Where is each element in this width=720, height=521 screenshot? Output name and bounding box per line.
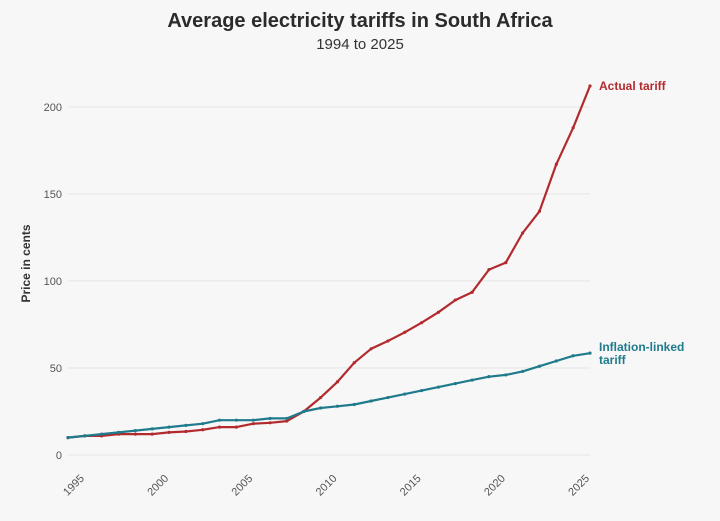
data-point-0-2015 <box>420 321 424 325</box>
series-lines <box>66 84 592 440</box>
data-point-1-2013 <box>386 395 390 400</box>
data-point-1-2005 <box>251 418 255 422</box>
series-label-line: tariff <box>599 353 627 367</box>
data-point-1-2004 <box>234 418 238 422</box>
data-point-1-2006 <box>268 416 272 421</box>
data-point-1-2012 <box>369 399 373 403</box>
x-tick-label-2010: 2010 <box>314 473 340 499</box>
data-point-0-2012 <box>369 347 373 351</box>
data-point-1-2009 <box>318 406 323 410</box>
data-point-1-2003 <box>217 418 222 422</box>
x-tick-label-1995: 1995 <box>61 473 87 499</box>
y-tick-label-100: 100 <box>44 276 62 288</box>
series-label-1: Inflation-linked tariff <box>599 340 684 367</box>
data-point-0-2022 <box>537 209 542 213</box>
data-point-0-2004 <box>234 425 238 429</box>
data-point-1-2000 <box>167 425 171 429</box>
data-point-0-2010 <box>335 380 340 384</box>
data-point-0-2001 <box>184 429 188 434</box>
y-axis-label: Price in cents <box>19 224 33 302</box>
data-point-0-2018 <box>470 290 474 294</box>
data-point-0-2017 <box>453 298 457 302</box>
data-point-1-1997 <box>116 430 121 434</box>
y-tick-label-0: 0 <box>56 450 62 462</box>
data-point-1-2008 <box>302 409 306 414</box>
data-point-1-2001 <box>184 423 188 428</box>
data-point-1-1994 <box>66 435 70 440</box>
data-point-0-2023 <box>554 162 558 166</box>
data-point-0-1998 <box>133 432 137 436</box>
series-line-0 <box>66 84 592 439</box>
x-tick-label-2000: 2000 <box>145 473 171 499</box>
data-point-0-2011 <box>352 361 356 365</box>
x-axis-ticks: 1995 2000 2005 2010 2015 2020 2025 <box>61 473 592 499</box>
x-tick-label-2020: 2020 <box>482 473 508 499</box>
data-point-1-2018 <box>470 378 474 382</box>
gridlines <box>68 106 590 456</box>
series-labels: Actual tariff Inflation-linked tariff <box>599 79 684 367</box>
data-point-1-1999 <box>150 427 154 431</box>
data-point-0-2005 <box>251 422 255 426</box>
data-point-0-2020 <box>504 261 508 265</box>
data-point-1-2015 <box>420 388 424 393</box>
data-point-0-2025 <box>588 84 592 88</box>
data-point-1-2020 <box>504 373 508 377</box>
data-point-0-2013 <box>386 339 390 343</box>
data-point-1-2016 <box>436 385 441 389</box>
data-point-0-2006 <box>268 421 272 425</box>
data-point-0-2016 <box>436 310 441 314</box>
data-point-1-2024 <box>571 354 575 358</box>
data-point-1-2022 <box>537 364 542 368</box>
y-tick-label-50: 50 <box>50 363 62 375</box>
data-point-0-2003 <box>217 425 222 429</box>
data-point-1-2023 <box>554 359 558 363</box>
data-point-1-2010 <box>335 404 340 408</box>
y-tick-label-200: 200 <box>44 102 62 114</box>
data-point-0-1999 <box>150 432 154 436</box>
data-point-1-2007 <box>285 416 289 421</box>
data-point-0-2021 <box>521 231 525 235</box>
y-axis-ticks: 0 50 100 150 200 <box>44 102 62 462</box>
data-point-1-1996 <box>100 432 104 436</box>
data-point-1-1995 <box>83 434 87 438</box>
chart-subtitle: 1994 to 2025 <box>316 36 404 53</box>
data-point-0-2007 <box>285 419 289 423</box>
data-point-1-2025 <box>588 351 592 355</box>
chart-title: Average electricity tariffs in South Afr… <box>167 10 553 32</box>
x-tick-label-2015: 2015 <box>398 473 424 499</box>
x-tick-label-2005: 2005 <box>230 473 256 499</box>
y-tick-label-150: 150 <box>44 189 62 201</box>
data-point-0-2002 <box>201 428 205 432</box>
data-point-1-2002 <box>201 422 205 426</box>
data-point-1-1998 <box>133 429 137 433</box>
data-point-1-2019 <box>487 375 491 379</box>
series-label-line: Inflation-linked <box>599 340 684 354</box>
data-point-0-2014 <box>403 330 407 334</box>
data-point-1-2011 <box>352 402 356 407</box>
data-point-0-2024 <box>571 126 575 130</box>
series-line-1 <box>66 352 592 439</box>
data-point-1-2014 <box>403 392 407 396</box>
series-label-0: Actual tariff <box>599 79 667 93</box>
data-point-0-2019 <box>487 267 491 272</box>
data-point-0-2000 <box>167 430 171 434</box>
data-point-0-2009 <box>318 395 323 400</box>
x-tick-label-2025: 2025 <box>566 473 592 499</box>
data-point-1-2021 <box>521 369 525 374</box>
data-point-1-2017 <box>453 382 457 386</box>
